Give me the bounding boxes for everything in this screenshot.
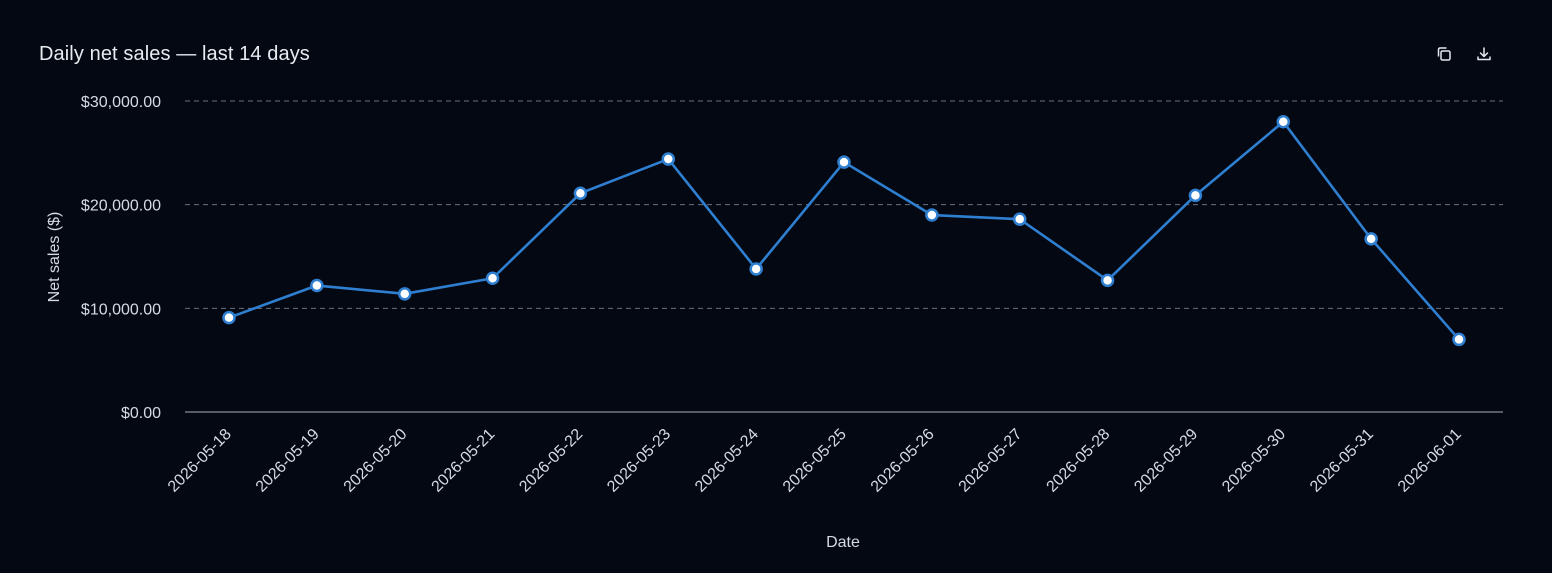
x-axis: 2026-05-18 2026-05-19 2026-05-20 2026-05-21… (165, 426, 1465, 496)
x-axis-label: Date (826, 534, 860, 551)
x-tick-label: 2026-06-01 (1395, 426, 1465, 496)
copy-icon (1437, 47, 1451, 61)
data-point[interactable] (573, 186, 588, 201)
y-tick-label: $10,000.00 (81, 301, 161, 318)
data-point[interactable] (661, 152, 676, 166)
download-icon (1477, 47, 1491, 61)
x-tick-label: 2026-05-19 (253, 426, 323, 496)
data-point[interactable] (1364, 232, 1378, 246)
data-point[interactable] (925, 208, 939, 222)
data-point[interactable] (749, 262, 763, 276)
y-axis: $0.00 $10,000.00 $20,000.00 $30,000.00 (81, 94, 161, 422)
x-tick-label: 2026-05-30 (1219, 426, 1289, 496)
grid-lines (185, 100, 1503, 413)
x-tick-label: 2026-05-18 (165, 426, 235, 496)
x-tick-label: 2026-05-25 (780, 426, 850, 496)
x-tick-label: 2026-05-27 (956, 426, 1026, 496)
x-tick-label: 2026-05-28 (1044, 426, 1114, 496)
data-point[interactable] (397, 287, 412, 301)
x-tick-label: 2026-05-23 (604, 426, 674, 496)
data-point[interactable] (222, 310, 236, 325)
x-tick-label: 2026-05-24 (692, 426, 762, 496)
data-point[interactable] (1012, 212, 1027, 226)
x-tick-label: 2026-05-26 (868, 426, 938, 496)
data-point[interactable] (1188, 188, 1203, 203)
copy-button[interactable] (1434, 44, 1454, 64)
data-point[interactable] (837, 155, 851, 169)
data-point[interactable] (310, 278, 324, 293)
y-axis-label: Net sales ($) (46, 212, 63, 303)
y-tick-label: $0.00 (121, 405, 161, 422)
chart-title: Daily net sales — last 14 days (39, 43, 310, 65)
x-tick-label: 2026-05-21 (429, 426, 499, 496)
series-line (228, 120, 1460, 341)
x-tick-label: 2026-05-20 (341, 426, 411, 496)
y-tick-label: $30,000.00 (81, 94, 161, 111)
x-tick-label: 2026-05-31 (1307, 426, 1377, 496)
data-point[interactable] (1100, 273, 1115, 288)
x-tick-label: 2026-05-22 (516, 426, 586, 496)
data-point[interactable] (485, 271, 500, 286)
data-point[interactable] (1452, 332, 1466, 347)
y-tick-label: $20,000.00 (81, 198, 161, 215)
series (222, 114, 1466, 347)
x-tick-label: 2026-05-29 (1131, 426, 1201, 496)
data-point[interactable] (1276, 114, 1291, 129)
chart-toolbar (1434, 44, 1494, 64)
download-button[interactable] (1474, 44, 1494, 64)
